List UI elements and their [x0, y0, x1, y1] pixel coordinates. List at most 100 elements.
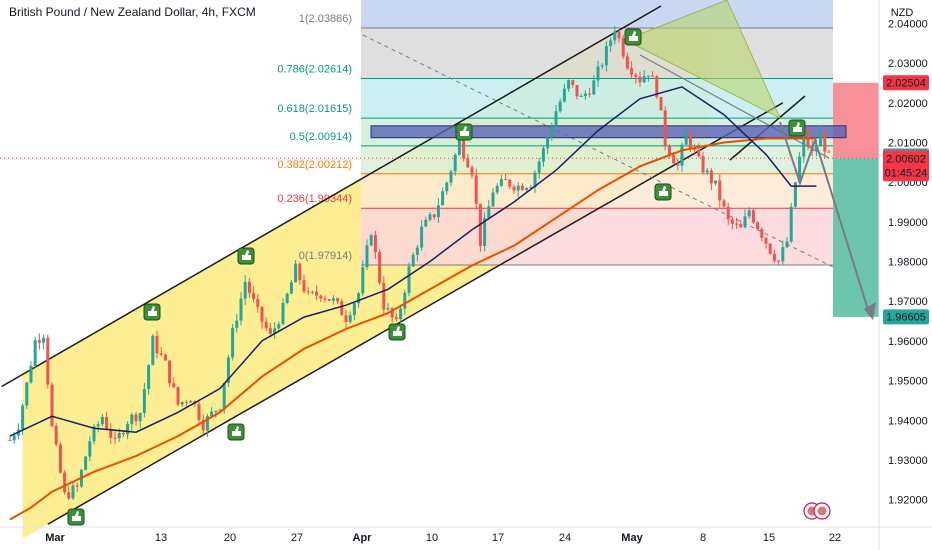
- candle-body: [764, 237, 768, 244]
- candle-body: [92, 426, 96, 442]
- candle-body: [667, 145, 671, 156]
- candle-body: [88, 441, 92, 457]
- candle-body: [331, 298, 335, 301]
- thumbs-up-icon: [388, 323, 406, 341]
- candle-body: [180, 401, 184, 405]
- candle-body: [176, 386, 180, 405]
- candle-body: [105, 416, 109, 429]
- candle-body: [159, 353, 163, 355]
- candle-body: [777, 260, 781, 262]
- candle-body: [680, 144, 684, 166]
- candle-body: [117, 432, 121, 439]
- candle-body: [348, 315, 352, 322]
- thumbs-up-icon: [143, 303, 161, 321]
- candle-body: [588, 93, 592, 95]
- x-tick-label: May: [621, 532, 643, 544]
- x-tick-label: 24: [559, 532, 571, 544]
- candle-body: [205, 416, 209, 431]
- candle-body: [197, 404, 201, 420]
- candle-body: [512, 186, 516, 191]
- fib-level-label: 1(2.03886): [299, 13, 352, 25]
- candle-body: [344, 315, 348, 322]
- candle-body: [537, 161, 541, 173]
- candle-body: [508, 179, 512, 187]
- candle-body: [491, 192, 495, 207]
- candle-body: [420, 226, 424, 248]
- projection-arrowhead: [864, 302, 876, 320]
- thumbs-up-icon: [237, 247, 255, 265]
- candle-body: [340, 301, 344, 316]
- fib-level-label: 0.5(2.00914): [290, 131, 352, 143]
- candle-body: [390, 308, 394, 318]
- candle-body: [264, 321, 268, 329]
- thumbs-up-icon: [67, 508, 85, 526]
- candle-body: [697, 149, 701, 157]
- candle-body: [310, 291, 314, 293]
- candle-body: [604, 46, 608, 66]
- candle-body: [436, 205, 440, 218]
- candle-body: [558, 101, 562, 112]
- candle-body: [663, 110, 667, 146]
- candle-body: [33, 340, 37, 367]
- candle-body: [289, 282, 293, 294]
- candle-body: [516, 185, 520, 191]
- event-icon: [813, 502, 831, 520]
- x-tick-label: Apr: [353, 532, 373, 544]
- candle-body: [336, 298, 340, 302]
- candle-body: [54, 426, 58, 445]
- candle-body: [218, 409, 222, 412]
- candle-body: [739, 223, 743, 228]
- candle-body: [273, 328, 277, 334]
- candle-body: [231, 327, 235, 358]
- price-tag: [883, 309, 929, 325]
- candle-body: [785, 241, 789, 248]
- candle-body: [499, 179, 503, 186]
- thumbs-up-icon: [624, 28, 642, 46]
- candle-body: [470, 167, 474, 176]
- candle-body: [483, 218, 487, 246]
- candle-body: [743, 216, 747, 228]
- candle-body: [449, 171, 453, 183]
- candle-body: [151, 335, 155, 366]
- candle-body: [546, 137, 550, 149]
- candle-body: [71, 485, 75, 499]
- candle-body: [357, 293, 361, 304]
- candle-body: [109, 428, 113, 438]
- fib-level-label: 0.786(2.02614): [277, 63, 352, 75]
- candle-body: [533, 172, 537, 188]
- stop-loss-zone: [833, 82, 880, 159]
- take-profit-zone: [833, 158, 880, 317]
- candle-body: [474, 175, 478, 204]
- candle-body: [453, 154, 457, 172]
- candle-body: [567, 80, 571, 89]
- candle-body: [701, 156, 705, 173]
- fib-level-label: 0(1.97914): [299, 250, 352, 262]
- fib-band-top: [361, 0, 833, 28]
- candle-body: [226, 357, 230, 384]
- candle-body: [382, 282, 386, 310]
- candle-body: [634, 74, 638, 77]
- candle-body: [121, 432, 125, 435]
- candle-body: [722, 200, 726, 207]
- candle-body: [445, 182, 449, 192]
- candle-body: [646, 75, 650, 77]
- candle-body: [730, 219, 734, 224]
- candle-body: [726, 206, 730, 220]
- thumbs-up-icon: [227, 423, 245, 441]
- candle-body: [424, 219, 428, 227]
- y-tick-label: 2.02000: [888, 98, 928, 110]
- x-tick-label: 13: [155, 532, 167, 544]
- x-tick-label: 15: [763, 532, 775, 544]
- candle-body: [134, 414, 138, 422]
- candle-body: [252, 293, 256, 299]
- candle-body: [827, 151, 831, 153]
- thumbs-up-icon: [654, 183, 672, 201]
- candle-body: [184, 401, 188, 403]
- ema-fast-line: [9, 86, 817, 437]
- candle-body: [285, 293, 289, 303]
- x-tick-label: 8: [700, 532, 706, 544]
- fib-level-label: 0.618(2.01615): [277, 103, 352, 115]
- candle-body: [256, 298, 260, 307]
- chart-title: British Pound / New Zealand Dollar, 4h, …: [6, 4, 259, 20]
